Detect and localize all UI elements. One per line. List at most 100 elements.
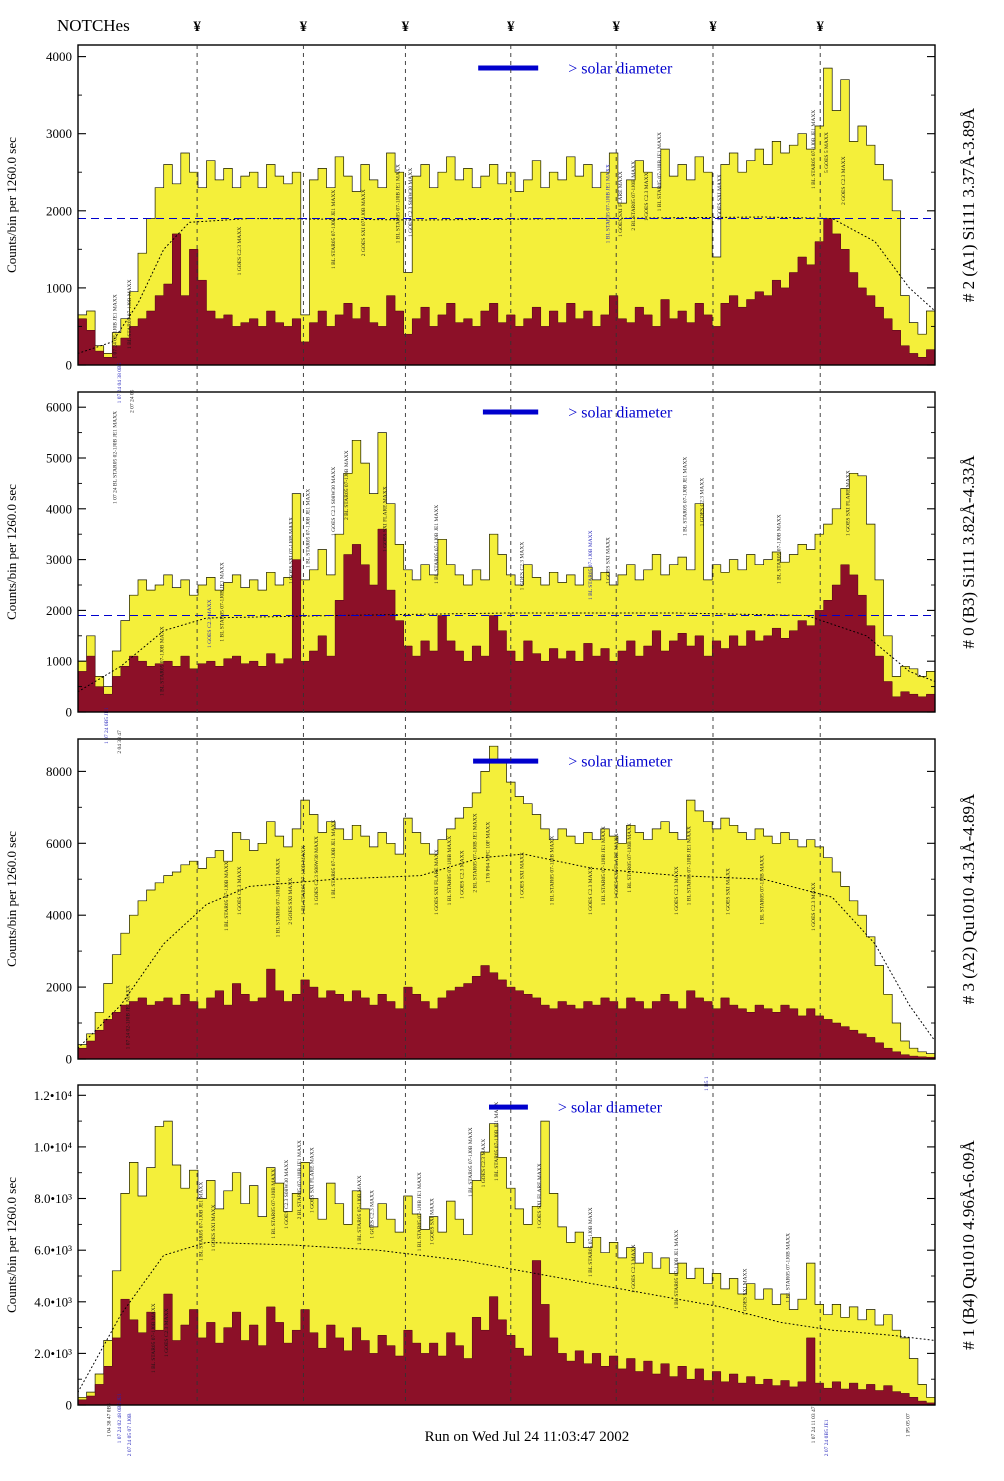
event-annotation: 2 BL STAR05 07-1J0B JE1 MAXX xyxy=(297,1140,303,1219)
event-annotation: 1 BL STAR05 07-1J0B MAXX xyxy=(447,836,453,906)
event-annotation: 1 GOES C2.3 MAXX xyxy=(207,599,213,648)
event-annotation: 1 GOES SXI MAXX xyxy=(725,868,731,915)
event-annotation: 1 GOES SXI MAXX xyxy=(211,1204,217,1251)
event-annotation: 1 GOES C2.3 MAXX xyxy=(370,1190,376,1239)
event-annotation: 1 BL STAR05 07-1J0B MAXX xyxy=(785,1233,791,1303)
event-annotation: 1 BL STAR05 07-1J0B JE1 MAXX xyxy=(687,826,693,905)
y-tick-label: 1.2•10⁴ xyxy=(34,1088,73,1103)
event-annotation: 1 07 24 02 48 0B5 JE1 xyxy=(117,1393,123,1444)
event-annotation: 2 07 24 0B5 JE1 xyxy=(824,1419,830,1456)
solar-diameter-bar xyxy=(489,1104,528,1110)
event-annotation: 2 GOES SXI 07-1J0B MAXX xyxy=(361,189,367,256)
event-annotation: 1 07 24 02-1J0B JE1 MAXX xyxy=(125,985,131,1049)
event-annotation: 1 BL STAR05 07-1J0B MAXX xyxy=(151,1303,157,1373)
y-axis-title: Counts/bin per 1260.0 sec xyxy=(4,484,19,620)
event-annotation: 1 GOES C2.3 MAXX xyxy=(237,866,243,915)
y-tick-label: 6000 xyxy=(46,400,72,415)
event-annotation: 1 07 24 02-1J0B JE1 MAXX xyxy=(113,294,119,358)
event-annotation: 1 07 24 11 03 47 xyxy=(811,1406,817,1443)
solar-diameter-bar xyxy=(473,758,539,764)
event-annotation: 2 BL STAR05 07-1J0B MAXX xyxy=(631,161,637,231)
event-annotation: 1 BL STAR05 07-1J0B JE1 MAXX xyxy=(682,457,688,536)
event-annotation: 1 BL STAR05 07-1J0B JE1 MAXX xyxy=(305,489,311,568)
event-annotation: 1 GOES SXI MAXX xyxy=(520,852,526,899)
event-annotation: 1 GOES SXI FLARE MAXX xyxy=(614,833,620,899)
y-tick-label: 2000 xyxy=(46,203,72,218)
trend-line xyxy=(77,1241,936,1393)
y-tick-label: 8.0•10³ xyxy=(34,1191,72,1206)
event-annotation: 2 04 38 47 xyxy=(117,730,123,754)
event-annotation: 1 GOES SXI MAXX xyxy=(742,1268,748,1315)
notch-symbol: ¥ xyxy=(300,19,308,35)
event-annotation: 1 BL STAR05 07-1J0B JE1 MAXX xyxy=(605,164,611,243)
event-annotation: 1 GOES SXI FLARE MAXX xyxy=(434,849,440,915)
event-annotation: 1 BL STAR05 07-1J0B JE1 MAXX xyxy=(331,190,337,269)
y-tick-label: 3000 xyxy=(46,552,72,567)
event-annotation: 2 07 24 05 07 1J0B xyxy=(127,1413,133,1456)
axis-frame xyxy=(77,1084,936,1406)
event-annotation: 2 07 24 05 xyxy=(130,389,136,413)
notches-label: NOTCHes xyxy=(57,16,130,35)
event-annotation: 1 GOES C2.3 MAXX xyxy=(481,1139,487,1188)
event-annotation: 1 GOES C2.3 MAXX xyxy=(811,882,817,931)
solar-diameter-label: > solar diameter xyxy=(568,405,673,422)
y-tick-label: 0 xyxy=(66,705,73,720)
event-annotation: 1 GOES C2.3 S08W30 MAXX xyxy=(314,836,320,905)
event-annotation: 1 BL STAR05 07-1J0B JE1 MAXX xyxy=(331,820,337,899)
trend-line xyxy=(77,853,936,1049)
notch-symbol: ¥ xyxy=(193,19,201,35)
event-annotation: 1 BL STAR05 07-1J0B MAXX xyxy=(760,855,766,925)
axis-frame xyxy=(77,44,936,366)
y-tick-label: 1.0•10⁴ xyxy=(34,1139,73,1154)
total-histogram xyxy=(77,745,936,1060)
event-annotation: 1 GOES SXI 07-1J0B MAXX xyxy=(288,517,294,584)
event-annotation: 1 GOES C2.3 MAXX xyxy=(460,850,466,899)
event-annotation: 1 BL STAR05 07-1J0B JE1 MAXX xyxy=(434,505,440,584)
panel-2: 1 07 24 02-1J0B JE1 MAXX 1 BL STAR05 07-1… xyxy=(4,738,978,1091)
event-annotation: 1 BL STAR05 07-1J0B JE1 MAXX xyxy=(417,1172,423,1251)
y-tick-label: 0 xyxy=(66,1052,73,1067)
background-histogram xyxy=(77,528,936,713)
event-annotation: 1 BL STAR05 07-1J0B MAXX xyxy=(627,823,633,893)
event-annotation: 2 GOES C2.3 MAXX xyxy=(841,156,847,205)
event-annotation: 1 BL STAR05 07-1J0B MAXX xyxy=(224,861,230,931)
event-annotation: 1 GOES SXI FLARE MAXX xyxy=(383,486,389,552)
event-annotation: 1 GOES C2.3 MAXX xyxy=(700,478,706,527)
channel-label: # 0 (B3) Si111 3.82Å-4.33Å xyxy=(959,455,978,649)
event-annotation: 1 BL STAR05 07-1J0B MAXX xyxy=(468,1127,474,1197)
event-annotation: 1 BL STAR05 07-1J0B MAXX xyxy=(588,1207,594,1277)
solar-diameter-bar xyxy=(478,65,539,71)
event-annotation: 1 BL STAR05 07-1J0B JE1 MAXX xyxy=(198,1182,204,1261)
event-annotation: 1 GOES SXI FLARE MAXX xyxy=(845,470,851,536)
event-annotation: 2 BL STAR05 07-1J0B JE1 MAXX xyxy=(473,813,479,892)
event-annotation: 1 GOES C2.3 MAXX xyxy=(631,1244,637,1293)
event-annotation: 1 07 24 BL STAR05 02-1J0B JE1 MAXX xyxy=(113,411,119,504)
event-annotation: 1 BL STAR05 07-1J0B MAXX xyxy=(588,530,594,600)
y-tick-label: 4000 xyxy=(46,501,72,516)
y-tick-label: 5000 xyxy=(46,451,72,466)
panel-1: 1 07 24 BL STAR05 02-1J0B JE1 MAXX 1 07 2… xyxy=(4,391,978,754)
event-annotation: 1 BL STAR05 07-1J0B MAXX xyxy=(160,626,166,696)
trend-line xyxy=(77,612,936,693)
event-annotation: 2 GOES SXI MAXX xyxy=(288,878,294,925)
y-tick-label: 6000 xyxy=(46,836,72,851)
event-annotation: 1 BL STAR05 07-1J0B MAXX xyxy=(301,845,307,915)
notch-symbol: ¥ xyxy=(402,19,410,35)
background-histogram xyxy=(77,218,936,366)
axis-frame xyxy=(77,391,936,713)
event-annotation: 1 07 24 0B5 JE1 xyxy=(104,707,110,744)
event-annotation: 1 GOES SXI FLARE MAXX xyxy=(537,1163,543,1229)
footer-run-timestamp: Run on Wed Jul 24 11:03:47 2002 xyxy=(425,1429,630,1445)
event-annotation: 1 GOES C2.3 MAXX xyxy=(674,866,680,915)
event-annotation: 1 04 38 47 0B5 xyxy=(107,1403,113,1437)
event-annotation: 1 GOES C2.3 S08W30 MAXX xyxy=(284,1160,290,1229)
event-annotation: 1 GOES SXI MAXX xyxy=(430,1198,436,1245)
event-annotation: 1 GOES C2.3 MAXX xyxy=(164,1308,170,1357)
event-annotation: 1 GOES C2.3 S08W30 MAXX xyxy=(331,467,337,536)
notch-symbol: ¥ xyxy=(709,19,717,35)
event-annotation: 1 BL STAR05 07-1J0B JE1 MAXX xyxy=(657,132,663,211)
event-annotation: 1 GOES C2.3 MAXX xyxy=(520,542,526,591)
axis-frame xyxy=(77,738,936,1060)
channel-label: # 3 (A2) Qu1010 4.31Å-4.89Å xyxy=(959,793,978,1004)
